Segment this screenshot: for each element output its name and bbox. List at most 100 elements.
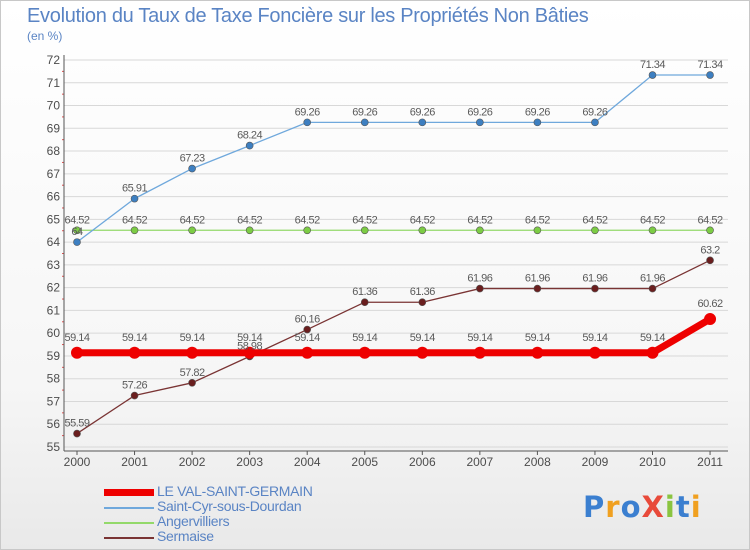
data-label-le-val-saint-germain: 59.14 — [122, 332, 147, 344]
data-point-sermaise — [533, 284, 542, 293]
series-line-le-val-saint-germain — [77, 316, 712, 357]
legend-label: Sermaise — [157, 528, 214, 544]
x-tick-label: 2010 — [639, 455, 666, 469]
y-tick-label: 72 — [47, 53, 61, 67]
data-label-angervilliers: 64.52 — [64, 214, 89, 226]
data-label-le-val-saint-germain: 59.14 — [640, 332, 665, 344]
data-label-angervilliers: 64.52 — [295, 214, 320, 226]
data-label-sermaise: 57.26 — [122, 380, 147, 392]
x-tick-label: 2007 — [466, 455, 493, 469]
x-tick-label: 2005 — [351, 455, 378, 469]
data-label-angervilliers: 64.52 — [352, 214, 377, 226]
data-label-saint-cyr-sous-dourdan: 64 — [71, 226, 83, 238]
data-point-angervilliers — [418, 226, 427, 235]
data-label-sermaise: 60.16 — [295, 314, 320, 326]
data-point-angervilliers — [130, 226, 139, 235]
data-label-saint-cyr-sous-dourdan: 69.26 — [582, 106, 607, 118]
data-labels: 59.14 59.14 59.14 59.14 59.14 59.14 59.14 59.14… — [64, 59, 723, 430]
data-label-sermaise: 61.96 — [640, 273, 665, 285]
x-tick-label: 2008 — [524, 455, 551, 469]
y-tick-label: 57 — [47, 394, 61, 408]
data-label-angervilliers: 64.52 — [525, 214, 550, 226]
x-tick-label: 2003 — [236, 455, 263, 469]
data-point-angervilliers — [188, 226, 196, 235]
y-tick-label: 60 — [47, 326, 61, 340]
y-tick-label: 64 — [47, 235, 61, 249]
data-label-saint-cyr-sous-dourdan: 69.26 — [295, 106, 320, 118]
data-point-sermaise — [130, 391, 139, 400]
data-label-le-val-saint-germain: 59.14 — [525, 332, 550, 344]
data-label-le-val-saint-germain: 59.14 — [410, 332, 435, 344]
data-label-le-val-saint-germain: 59.14 — [352, 332, 377, 344]
data-label-angervilliers: 64.52 — [410, 214, 435, 226]
data-point-angervilliers — [245, 226, 254, 235]
data-label-sermaise: 57.82 — [180, 367, 205, 379]
legend-label: Saint-Cyr-sous-Dourdan — [157, 498, 302, 514]
logo-letter: P — [583, 490, 606, 524]
data-point-sermaise — [303, 325, 312, 334]
data-point-le-val-saint-germain — [186, 346, 199, 359]
data-label-le-val-saint-germain: 59.14 — [64, 332, 89, 344]
logo-letter: o — [620, 490, 642, 524]
data-point-sermaise — [706, 256, 714, 265]
y-tick-label: 56 — [47, 417, 61, 431]
data-label-angervilliers: 64.52 — [640, 214, 665, 226]
data-label-le-val-saint-germain: 59.14 — [295, 332, 320, 344]
x-axis-ticks: 2000 2001 2002 2003 2004 2005 2006 2007 2008 2009… — [64, 451, 723, 469]
data-label-saint-cyr-sous-dourdan: 71.34 — [640, 59, 665, 71]
legend-swatch — [104, 507, 154, 509]
data-label-angervilliers: 64.52 — [582, 214, 607, 226]
data-point-sermaise — [418, 298, 427, 307]
y-tick-label: 69 — [47, 121, 61, 135]
data-label-saint-cyr-sous-dourdan: 68.24 — [237, 130, 262, 142]
data-label-sermaise: 63.2 — [700, 244, 720, 256]
data-point-saint-cyr-sous-dourdan — [73, 238, 81, 246]
data-point-saint-cyr-sous-dourdan — [648, 71, 657, 79]
legend-swatch — [104, 489, 154, 496]
data-point-saint-cyr-sous-dourdan — [418, 118, 427, 127]
proxiti-logo: ProXiti — [583, 490, 702, 524]
x-tick-label: 2000 — [64, 455, 91, 469]
data-point-angervilliers — [533, 226, 542, 235]
data-point-sermaise — [73, 429, 81, 438]
data-point-angervilliers — [360, 226, 369, 235]
y-axis-ticks: 55 56 57 58 59 60 61 62 63 64 65 66 67 68 69 70 71 72 — [47, 53, 61, 454]
data-point-angervilliers — [73, 226, 81, 235]
data-point-sermaise — [360, 298, 369, 307]
data-point-saint-cyr-sous-dourdan — [130, 194, 139, 203]
data-label-angervilliers: 64.52 — [237, 214, 262, 226]
data-label-sermaise: 58.98 — [237, 340, 262, 352]
data-point-le-val-saint-germain — [243, 346, 256, 359]
chart-title: Evolution du Taux de Taxe Foncière sur l… — [27, 5, 589, 27]
x-tick-label: 2001 — [121, 455, 148, 469]
data-label-sermaise: 55.59 — [64, 418, 89, 430]
y-tick-label: 62 — [47, 281, 61, 295]
data-label-angervilliers: 64.52 — [467, 214, 492, 226]
data-label-sermaise: 61.96 — [582, 273, 607, 285]
data-label-angervilliers: 64.52 — [698, 214, 723, 226]
data-point-le-val-saint-germain — [588, 346, 601, 359]
data-label-le-val-saint-germain: 60.62 — [698, 298, 723, 310]
legend-swatch — [104, 537, 154, 539]
x-tick-label: 2009 — [582, 455, 609, 469]
axes — [62, 55, 728, 452]
data-point-le-val-saint-germain — [473, 346, 486, 359]
logo-letter: i — [690, 490, 702, 524]
data-label-saint-cyr-sous-dourdan: 69.26 — [352, 106, 377, 118]
legend-swatch — [104, 522, 154, 524]
y-tick-label: 58 — [47, 372, 61, 386]
data-label-saint-cyr-sous-dourdan: 71.34 — [698, 59, 723, 71]
data-point-saint-cyr-sous-dourdan — [706, 71, 714, 79]
data-point-angervilliers — [648, 226, 657, 235]
data-point-angervilliers — [303, 226, 312, 235]
data-point-sermaise — [188, 379, 196, 387]
x-tick-label: 2006 — [409, 455, 436, 469]
data-point-saint-cyr-sous-dourdan — [591, 118, 599, 127]
y-unit-label: (en %) — [27, 29, 63, 43]
y-tick-label: 70 — [47, 99, 61, 113]
data-label-le-val-saint-germain: 59.14 — [180, 332, 205, 344]
data-point-saint-cyr-sous-dourdan — [476, 118, 484, 127]
x-tick-label: 2011 — [697, 455, 723, 469]
data-point-sermaise — [476, 284, 484, 293]
legend-label: Angervilliers — [157, 513, 230, 529]
